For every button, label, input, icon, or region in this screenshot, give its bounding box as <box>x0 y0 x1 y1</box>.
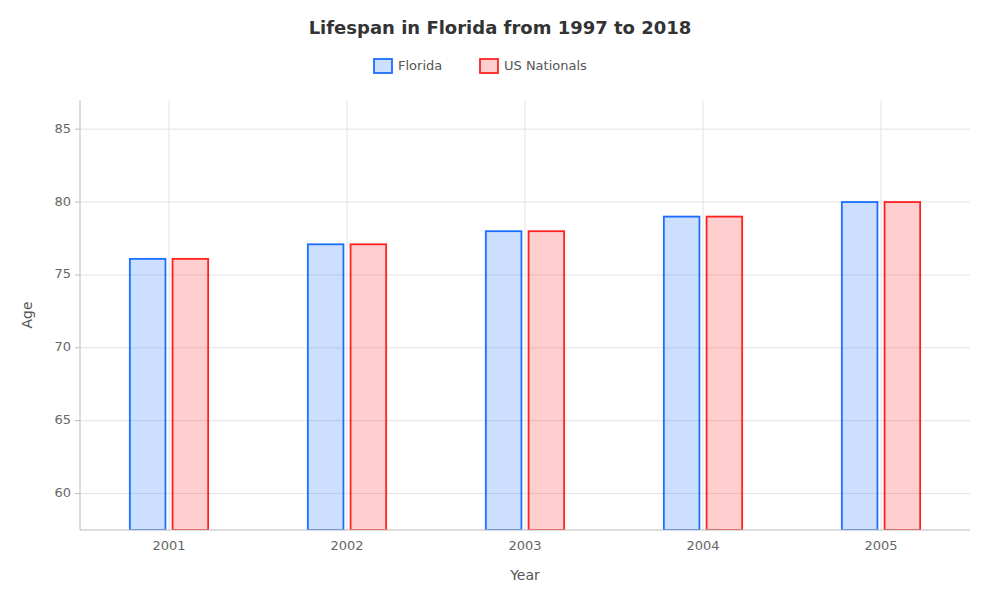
legend-label: US Nationals <box>504 58 587 73</box>
bars <box>130 202 920 530</box>
bar <box>308 244 344 530</box>
y-axis-title: Age <box>19 301 35 328</box>
bar <box>486 231 522 530</box>
y-axis-line <box>80 100 81 530</box>
x-axis-title: Year <box>509 567 540 583</box>
x-tick-label: 2001 <box>152 538 185 553</box>
y-tick-label: 75 <box>54 266 71 281</box>
bar <box>842 202 878 530</box>
x-axis-line <box>80 530 970 531</box>
y-tick-label: 65 <box>54 412 71 427</box>
chart: 60 65 70 75 80 85 2001 2002 2003 2004 2005 Year Age L… <box>0 0 1000 600</box>
bar <box>130 259 166 530</box>
bar <box>707 217 743 530</box>
y-tick-label: 60 <box>54 485 71 500</box>
x-grid-line <box>703 100 704 530</box>
x-grid-line <box>881 100 882 530</box>
legend-label: Florida <box>398 58 442 73</box>
y-tick <box>75 420 80 421</box>
y-tick <box>75 202 80 203</box>
legend: Florida US Nationals <box>374 58 587 74</box>
bar <box>351 244 387 530</box>
y-tick <box>75 129 80 130</box>
y-tick <box>75 493 80 494</box>
axes: 60 65 70 75 80 85 2001 2002 2003 2004 2005 <box>54 100 970 553</box>
grid <box>80 100 970 530</box>
bar <box>664 217 700 530</box>
x-tick-label: 2005 <box>864 538 897 553</box>
bar <box>173 259 209 530</box>
y-tick-label: 80 <box>54 194 71 209</box>
title: Lifespan in Florida from 1997 to 2018 <box>309 17 692 38</box>
bar <box>529 231 565 530</box>
x-grid-line <box>169 100 170 530</box>
y-tick <box>75 274 80 275</box>
y-tick-label: 70 <box>54 339 71 354</box>
bar <box>885 202 921 530</box>
x-tick-label: 2004 <box>686 538 719 553</box>
y-tick <box>75 347 80 348</box>
legend-swatch <box>480 59 498 73</box>
x-grid-line <box>525 100 526 530</box>
x-tick-label: 2002 <box>330 538 363 553</box>
y-tick-label: 85 <box>54 121 71 136</box>
x-grid-line <box>347 100 348 530</box>
x-tick-label: 2003 <box>508 538 541 553</box>
legend-swatch <box>374 59 392 73</box>
